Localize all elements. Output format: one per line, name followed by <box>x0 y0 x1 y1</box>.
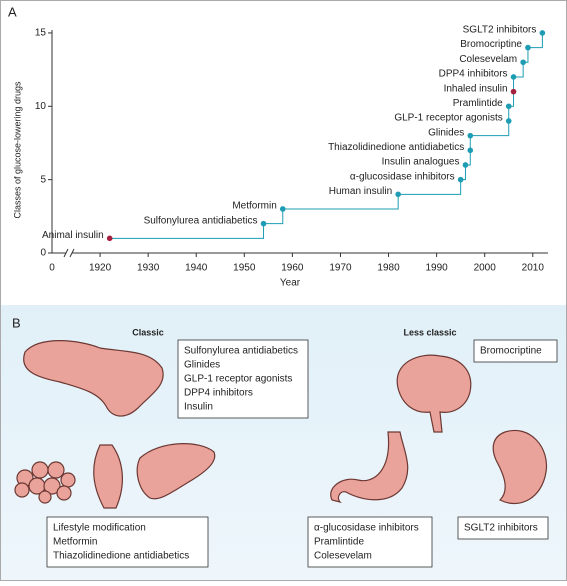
point <box>525 44 531 51</box>
x-tick-label: 1990 <box>425 263 448 274</box>
step-line <box>398 179 462 195</box>
point-label: DPP4 inhibitors <box>439 69 508 80</box>
point <box>520 59 526 66</box>
step-line <box>263 208 284 225</box>
point <box>260 220 267 227</box>
point <box>279 206 286 212</box>
pancreas <box>23 340 164 417</box>
point <box>467 147 474 154</box>
point <box>505 118 512 124</box>
drug-class: SGLT2 inhibitors <box>464 523 538 534</box>
panel-label: A <box>8 4 17 19</box>
x-tick-label: 2000 <box>474 263 497 274</box>
text-box <box>177 339 309 419</box>
y-tick-label: 10 <box>35 101 47 112</box>
drug-class: Lifestyle modification <box>53 523 146 534</box>
x-tick-label: 2010 <box>522 263 545 274</box>
axis-break <box>63 248 69 258</box>
step-line <box>470 120 510 137</box>
x-tick-label: 1950 <box>233 263 256 274</box>
point-label: α-glucosidase inhibitors <box>350 171 455 182</box>
panel-b: B Classic Less classic Sulfonylurea anti… <box>12 315 558 568</box>
panel-label: B <box>12 315 21 330</box>
panel-a: A Year Classes of glucose-lowering drugs… <box>8 4 548 289</box>
liver <box>136 443 216 500</box>
drug-class: Pramlintide <box>314 537 364 548</box>
y-tick-label: 0 <box>40 248 46 259</box>
drug-class: α-glucosidase inhibitors <box>314 523 419 534</box>
point <box>462 162 469 168</box>
point-label: Insulin analogues <box>382 157 460 168</box>
kidney <box>492 429 548 505</box>
step-line <box>513 62 524 78</box>
brain <box>396 354 472 433</box>
point-label: SGLT2 inhibitors <box>463 25 537 36</box>
x-tick-label: 0 <box>49 263 55 274</box>
point <box>467 132 474 139</box>
x-tick-label: 1940 <box>185 263 208 274</box>
point-label: Sulfonylurea antidiabetics <box>144 215 258 226</box>
text-box <box>46 516 209 568</box>
step-line <box>527 32 543 49</box>
x-tick-label: 1920 <box>89 263 112 274</box>
y-tick-label: 15 <box>35 28 47 39</box>
point <box>457 176 464 183</box>
x-tick-label: 1980 <box>377 263 400 274</box>
drug-class: Insulin <box>184 402 213 413</box>
drug-class: Metformin <box>53 537 97 548</box>
drug-class: DPP4 inhibitors <box>184 388 253 399</box>
point-label: Inhaled insulin <box>444 83 508 94</box>
text-box <box>473 339 558 363</box>
drug-class: Sulfonylurea antidiabetics <box>184 346 298 357</box>
drug-class: GLP-1 receptor agonists <box>184 374 292 385</box>
group-title: Less classic <box>403 327 456 337</box>
drug-class: Colesevelam <box>314 551 372 562</box>
x-tick-label: 1930 <box>137 263 160 274</box>
point-label: Pramlintide <box>453 98 503 109</box>
point-label: Bromocriptine <box>460 39 522 50</box>
drug-class: Bromocriptine <box>480 346 542 357</box>
point-label: Animal insulin <box>42 230 104 241</box>
point <box>395 191 401 198</box>
point-label: Human insulin <box>329 186 392 197</box>
axis-break <box>69 248 75 258</box>
step-line <box>109 223 265 239</box>
text-box <box>307 516 433 568</box>
drug-class: Thiazolidinedione antidiabetics <box>53 551 189 562</box>
point-label: GLP-1 receptor agonists <box>394 113 502 124</box>
x-tick-label: 1970 <box>329 263 352 274</box>
point <box>510 88 517 95</box>
step-line <box>282 194 399 210</box>
text-box <box>457 516 549 540</box>
point-label: Colesevelam <box>459 54 517 65</box>
x-axis-label: Year <box>280 278 301 289</box>
drug-class: Glinides <box>184 360 220 371</box>
stomach <box>330 431 409 504</box>
y-axis-label: Classes of glucose-lowering drugs <box>12 81 22 219</box>
muscle <box>93 444 123 509</box>
point <box>505 103 512 110</box>
point <box>106 235 113 242</box>
point-label: Thiazolidinedione antidiabetics <box>328 142 464 153</box>
point-label: Metformin <box>232 201 276 212</box>
point-label: Glinides <box>428 127 464 138</box>
y-tick-label: 5 <box>40 174 46 185</box>
point <box>539 30 546 36</box>
fat-cells <box>14 461 76 504</box>
group-title: Classic <box>132 327 164 337</box>
point <box>510 74 517 80</box>
x-tick-label: 1960 <box>281 263 304 274</box>
